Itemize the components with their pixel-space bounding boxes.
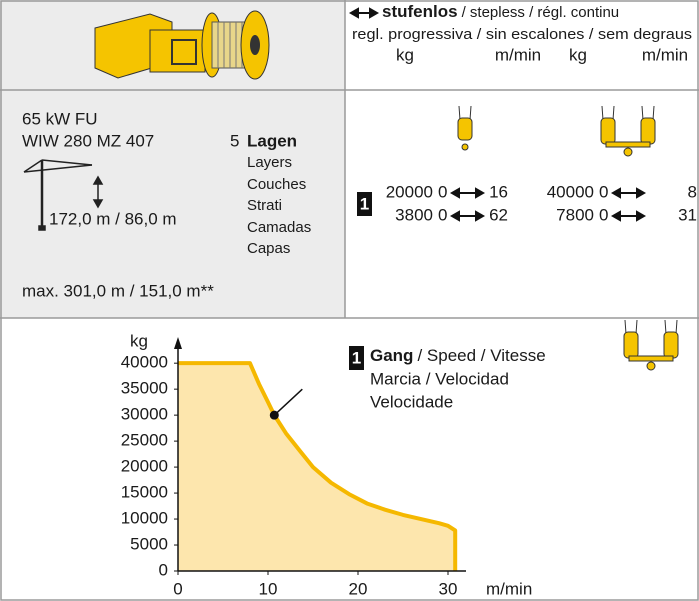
- power: 65 kW FU: [22, 109, 98, 128]
- y-tick-label: 30000: [121, 405, 168, 424]
- y-tick-label: 15000: [121, 483, 168, 502]
- header-bold: stufenlos: [382, 2, 458, 21]
- double-arrow: [452, 189, 483, 197]
- arrow-head: [613, 189, 620, 197]
- chart: 0 5000 10000 15000 20000 25000 30000 35000 40000…: [121, 331, 546, 598]
- annotation-bold: Gang: [370, 346, 413, 365]
- arrow-head: [613, 212, 620, 220]
- x-tick-label: 30: [439, 579, 458, 598]
- arrow-head: [476, 189, 483, 197]
- column-header: kg: [396, 45, 414, 64]
- arrow-head: [476, 212, 483, 220]
- arrow-head: [452, 189, 459, 197]
- load-kg: 7800: [556, 205, 594, 224]
- column-header: m/min: [495, 45, 541, 64]
- layers-translation: Layers: [247, 154, 292, 171]
- speed-to: 62: [489, 205, 508, 224]
- double-arrow: [613, 212, 644, 220]
- annotation-title: Gang/ Speed / Vitesse: [370, 346, 546, 365]
- load-kg: 3800: [395, 205, 433, 224]
- header-line1: stufenlos/ stepless / régl. continu: [382, 2, 619, 21]
- speed-from: 0: [599, 205, 608, 224]
- arrow-head: [637, 189, 644, 197]
- load-kg: 40000: [547, 182, 594, 201]
- layers-translation: Couches: [247, 176, 306, 193]
- speed-to: 31: [678, 205, 697, 224]
- y-tick-label: 25000: [121, 431, 168, 450]
- page: stufenlos/ stepless / régl. continu regl…: [0, 0, 699, 601]
- speed-to: 8: [688, 182, 697, 201]
- annotation-text: Velocidade: [370, 392, 453, 411]
- y-tick-label: 20000: [121, 457, 168, 476]
- y-tick-label: 35000: [121, 379, 168, 398]
- header-rest: / stepless / régl. continu: [462, 4, 620, 21]
- layers-translation: Strati: [247, 197, 282, 214]
- gear-badge-label: 1: [352, 348, 361, 367]
- double-arrow: [351, 9, 377, 17]
- model: WIW 280 MZ 407: [22, 131, 154, 150]
- annotation-leader: [274, 389, 302, 415]
- speed-from: 0: [599, 182, 608, 201]
- y-tick-label: 5000: [130, 535, 168, 554]
- y-tick-label: 40000: [121, 353, 168, 372]
- layers-count: 5: [230, 131, 239, 150]
- height: 172,0 m / 86,0 m: [49, 209, 177, 228]
- column-header: kg: [569, 45, 587, 64]
- single-hook-icon: [458, 106, 472, 150]
- speed-to: 16: [489, 182, 508, 201]
- y-axis-label: kg: [130, 331, 148, 350]
- max-height: max. 301,0 m / 151,0 m**: [22, 281, 214, 300]
- annotation-text: Marcia / Velocidad: [370, 369, 509, 388]
- double-arrow: [452, 212, 483, 220]
- double-hook-icon: [624, 320, 678, 370]
- y-tick-label: 10000: [121, 509, 168, 528]
- layers-translation: Capas: [247, 240, 290, 257]
- x-tick-label: 10: [259, 579, 278, 598]
- speed-table: 20000 0 16 40000 0 8 3800 0 62 7800 0 31: [386, 182, 697, 224]
- speed-from: 0: [438, 205, 447, 224]
- double-hook-icon: [601, 106, 655, 156]
- column-header: m/min: [642, 45, 688, 64]
- double-arrow: [613, 189, 644, 197]
- x-tick-label: 0: [173, 579, 182, 598]
- annotation-point: [270, 411, 279, 420]
- header-line2: regl. progressiva / sin escalones / sem …: [352, 26, 692, 43]
- arrow-head: [637, 212, 644, 220]
- load-kg: 20000: [386, 182, 433, 201]
- layers-translation: Camadas: [247, 219, 311, 236]
- speed-from: 0: [438, 182, 447, 201]
- y-tick-label: 0: [159, 560, 168, 579]
- y-axis-arrow: [174, 337, 182, 349]
- annotation-text: / Speed / Vitesse: [417, 346, 545, 365]
- arrow-head: [452, 212, 459, 220]
- gear-badge-label: 1: [360, 194, 369, 213]
- x-tick-label: 20: [349, 579, 368, 598]
- x-axis-label: m/min: [486, 579, 532, 598]
- layers-title: Lagen: [247, 131, 297, 150]
